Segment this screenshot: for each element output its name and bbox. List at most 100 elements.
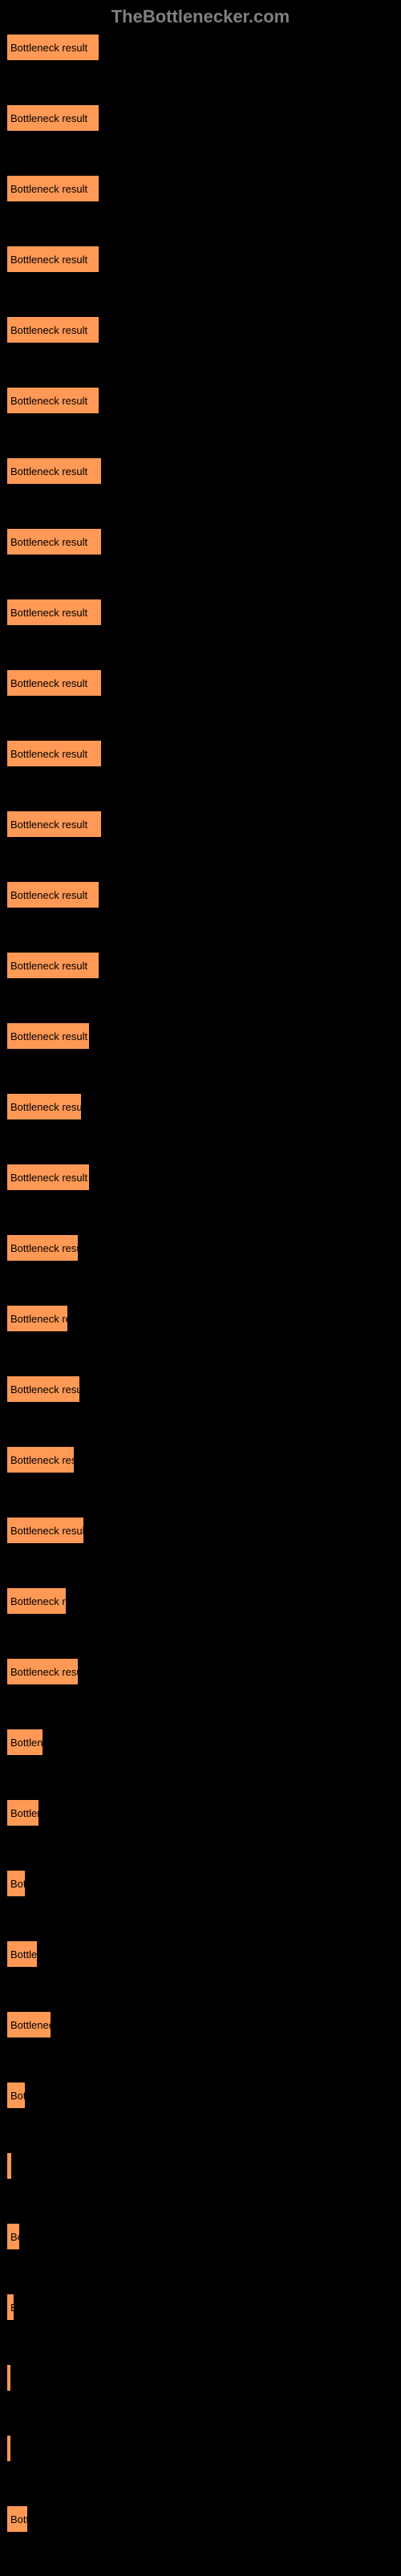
bar-row: Bottleneck result	[6, 1375, 395, 1403]
bar-label: Bottleneck result	[10, 2019, 51, 2031]
bar-label: Bottleneck result	[10, 2302, 14, 2314]
bar-label: Bottleneck result	[10, 677, 87, 689]
bar-chart: Bottleneck result Bottleneck result Bottle…	[0, 34, 401, 2533]
bar-label: Bottleneck result	[10, 395, 87, 407]
bar-label: Bottleneck result	[10, 748, 87, 760]
chart-bar: Bottleneck result	[6, 1729, 43, 1756]
bar-row: Bottleneck result	[6, 1799, 395, 1826]
bar-label: Bottleneck result	[10, 1595, 67, 1607]
bar-row: Bottleneck result	[6, 457, 395, 485]
bar-label: Bottleneck result	[10, 1101, 82, 1113]
bar-label: Bottleneck result	[10, 1737, 43, 1749]
bar-row: Bottleneck result	[6, 1587, 395, 1615]
chart-bar: Bottleneck result	[6, 1093, 82, 1120]
chart-bar: Bottleneck result	[6, 1587, 67, 1615]
bar-label: Bottleneck result	[10, 2513, 28, 2525]
bar-row: Bottleneck result	[6, 387, 395, 414]
bar-row: Bottleneck result	[6, 1234, 395, 1262]
bar-label: Bottleneck result	[10, 536, 87, 548]
bar-label: Bottleneck result	[10, 1525, 84, 1537]
bar-label: Bottleneck result	[10, 1242, 79, 1254]
bar-row: Bottleneck result	[6, 2435, 395, 2462]
bar-label: Bottleneck result	[10, 960, 87, 972]
bar-label: Bottleneck result	[10, 2372, 11, 2384]
chart-bar: Bottleneck result	[6, 316, 99, 343]
bar-row: Bottleneck result	[6, 104, 395, 132]
bar-row: Bottleneck result	[6, 2364, 395, 2391]
chart-bar: Bottleneck result	[6, 2011, 51, 2038]
bar-row: Bottleneck result	[6, 881, 395, 908]
chart-bar: Bottleneck result	[6, 1305, 68, 1332]
bar-row: Bottleneck result	[6, 2294, 395, 2321]
chart-bar: Bottleneck result	[6, 1022, 90, 1050]
bar-row: Bottleneck result	[6, 1022, 395, 1050]
chart-bar: Bottleneck result	[6, 1375, 80, 1403]
brand-text: TheBottlenecker.com	[111, 6, 290, 26]
bar-row: Bottleneck result	[6, 952, 395, 979]
bar-row: Bottleneck result	[6, 1658, 395, 1685]
bar-label: Bottleneck result	[10, 183, 87, 195]
bar-label: Bottleneck result	[10, 1313, 68, 1325]
bar-label: Bottleneck result	[10, 2231, 20, 2243]
bar-label: Bottleneck result	[10, 1030, 87, 1042]
bar-label: Bottleneck result	[10, 2443, 11, 2455]
chart-bar: Bottleneck result	[6, 2294, 14, 2321]
chart-bar: Bottleneck result	[6, 1870, 26, 1897]
bar-label: Bottleneck result	[10, 254, 87, 266]
chart-bar: Bottleneck result	[6, 740, 102, 767]
bar-row: Bottleneck result	[6, 1870, 395, 1897]
bar-row: Bottleneck result	[6, 599, 395, 626]
chart-bar: Bottleneck result	[6, 104, 99, 132]
bar-label: Bottleneck result	[10, 1666, 79, 1678]
chart-bar: Bottleneck result	[6, 528, 102, 555]
chart-bar: Bottleneck result	[6, 952, 99, 979]
chart-bar: Bottleneck result	[6, 881, 99, 908]
bar-label: Bottleneck result	[10, 2160, 12, 2172]
bar-row: Bottleneck result	[6, 1446, 395, 1473]
chart-bar: Bottleneck result	[6, 1164, 90, 1191]
bar-row: Bottleneck result	[6, 740, 395, 767]
bar-label: Bottleneck result	[10, 889, 87, 901]
chart-bar: Bottleneck result	[6, 246, 99, 273]
bar-label: Bottleneck result	[10, 2090, 26, 2102]
bar-label: Bottleneck result	[10, 112, 87, 124]
chart-bar: Bottleneck result	[6, 2435, 11, 2462]
bar-row: Bottleneck result	[6, 2505, 395, 2533]
chart-bar: Bottleneck result	[6, 2364, 11, 2391]
bar-row: Bottleneck result	[6, 1940, 395, 1968]
bar-label: Bottleneck result	[10, 1383, 80, 1396]
bar-label: Bottleneck result	[10, 1454, 75, 1466]
bar-label: Bottleneck result	[10, 819, 87, 831]
chart-bar: Bottleneck result	[6, 1517, 84, 1544]
bar-row: Bottleneck result	[6, 669, 395, 697]
chart-bar: Bottleneck result	[6, 34, 99, 61]
bar-label: Bottleneck result	[10, 42, 87, 54]
bar-row: Bottleneck result	[6, 528, 395, 555]
bar-row: Bottleneck result	[6, 2152, 395, 2180]
bar-row: Bottleneck result	[6, 175, 395, 202]
bar-label: Bottleneck result	[10, 607, 87, 619]
chart-bar: Bottleneck result	[6, 457, 102, 485]
bar-row: Bottleneck result	[6, 1517, 395, 1544]
bar-label: Bottleneck result	[10, 1878, 26, 1890]
bar-row: Bottleneck result	[6, 34, 395, 61]
chart-bar: Bottleneck result	[6, 2082, 26, 2109]
chart-bar: Bottleneck result	[6, 599, 102, 626]
bar-label: Bottleneck result	[10, 465, 87, 477]
bar-row: Bottleneck result	[6, 2223, 395, 2250]
bar-label: Bottleneck result	[10, 1948, 38, 1960]
chart-bar: Bottleneck result	[6, 1234, 79, 1262]
chart-bar: Bottleneck result	[6, 811, 102, 838]
chart-bar: Bottleneck result	[6, 1658, 79, 1685]
chart-bar: Bottleneck result	[6, 1799, 39, 1826]
bar-row: Bottleneck result	[6, 1093, 395, 1120]
chart-bar: Bottleneck result	[6, 2223, 20, 2250]
bar-row: Bottleneck result	[6, 811, 395, 838]
bar-row: Bottleneck result	[6, 246, 395, 273]
chart-bar: Bottleneck result	[6, 387, 99, 414]
bar-row: Bottleneck result	[6, 316, 395, 343]
chart-bar: Bottleneck result	[6, 1446, 75, 1473]
bar-row: Bottleneck result	[6, 1164, 395, 1191]
bar-label: Bottleneck result	[10, 1807, 39, 1819]
chart-bar: Bottleneck result	[6, 2152, 12, 2180]
